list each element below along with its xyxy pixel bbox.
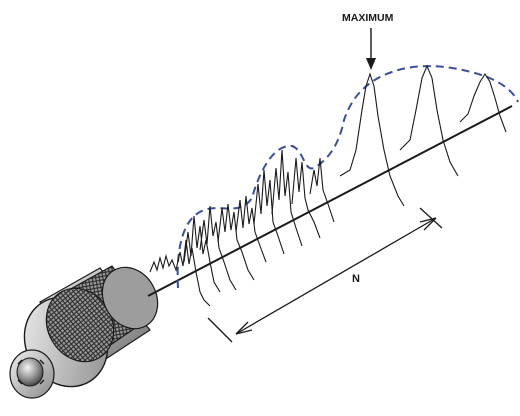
dimension-extension-left <box>207 317 233 343</box>
dimension-extension-right <box>419 207 443 229</box>
maximum-label: MAXIMUM <box>342 12 394 24</box>
dimension-arrow-right <box>419 217 437 231</box>
near-field-dimension <box>207 207 443 343</box>
transducer-probe <box>9 265 159 399</box>
dimension-line <box>235 217 437 335</box>
maximum-arrow-head <box>366 58 376 70</box>
echo-traces <box>149 64 507 307</box>
near-field-label: N <box>352 273 360 285</box>
amplitude-envelope <box>176 65 519 289</box>
maximum-callout: MAXIMUM <box>342 12 394 70</box>
dimension-arrow-left <box>235 321 253 335</box>
sound-beam-axis <box>147 105 513 297</box>
